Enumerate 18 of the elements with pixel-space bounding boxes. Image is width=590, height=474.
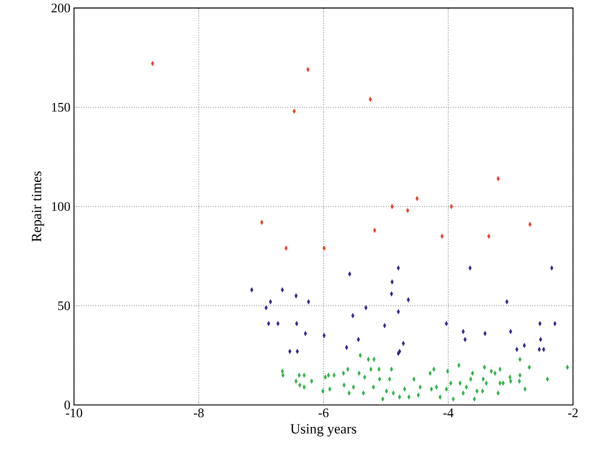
point <box>528 222 532 227</box>
point <box>390 291 394 296</box>
y-tick-label: 100 <box>52 202 70 211</box>
x-tick-label: -8 <box>194 408 204 418</box>
y-tick-label: 200 <box>52 4 70 12</box>
x-axis-title: Using years <box>290 424 356 436</box>
y-tick-label: 0 <box>64 400 70 410</box>
y-tick-label: 50 <box>58 301 70 310</box>
x-tick-label: -4 <box>443 408 454 418</box>
x-tick-label: -2 <box>568 408 578 418</box>
x-tick-label: -10 <box>66 408 82 418</box>
x-tick-label: -6 <box>318 408 329 418</box>
point <box>306 299 310 304</box>
point <box>268 299 272 304</box>
y-axis-title: Repair times <box>32 171 44 242</box>
y-tick-label: 150 <box>52 102 70 112</box>
point <box>440 234 444 239</box>
point <box>276 321 280 326</box>
